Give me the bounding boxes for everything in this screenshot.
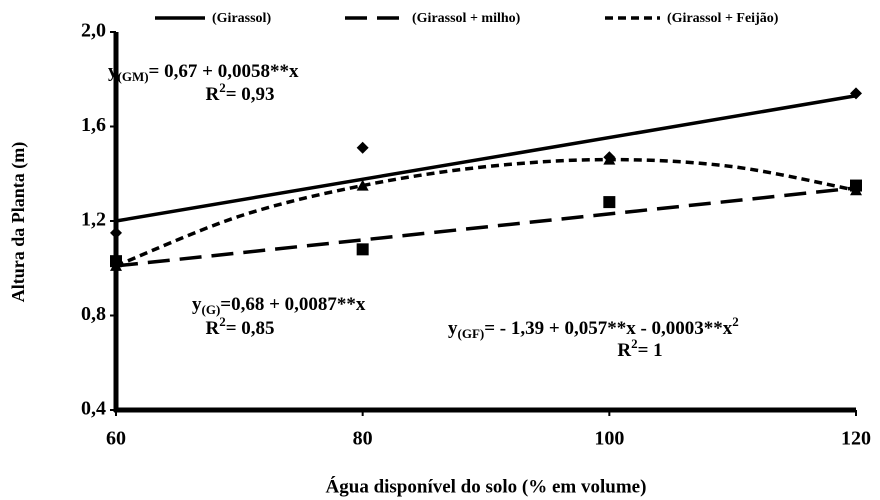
x-tick-label: 60 (106, 428, 126, 450)
equation-part: R (617, 340, 631, 361)
y-axis-title: Altura da Planta (m) (8, 142, 29, 303)
fit-line (115, 186, 857, 268)
point (110, 226, 122, 239)
equation-part: 2 (219, 80, 226, 95)
equation-part: 2 (219, 314, 226, 329)
point (356, 141, 369, 154)
point (356, 179, 369, 191)
equation-part: = 0,67 + 0,0058**x (149, 61, 299, 82)
legend-label: (Girassol) (212, 11, 271, 26)
equation: y(GM)= 0,67 + 0,0058**x (108, 61, 299, 84)
equation-part: = - 1,39 + 0,057**x - 0,0003**x (484, 318, 733, 339)
equation: y(GF)= - 1,39 + 0,057**x - 0,0003**x2 (448, 314, 739, 341)
y-tick-label: 2,0 (81, 20, 106, 42)
equation-part: y (192, 294, 202, 315)
point (603, 196, 616, 209)
equation-part: (GF) (458, 326, 485, 341)
legend-label: (Girassol + milho) (412, 11, 521, 26)
y-tick-label: 1,6 (81, 114, 106, 136)
point (850, 184, 862, 196)
equation-part: (GM) (118, 69, 149, 84)
point (850, 87, 862, 100)
point (603, 153, 616, 165)
equation-part: y (108, 61, 118, 82)
equation-part: = 0,85 (226, 318, 275, 339)
x-tick-label: 80 (353, 428, 373, 450)
equation: R2= 1 (617, 336, 662, 361)
equation: R2= 0,85 (205, 314, 274, 339)
y-tick-label: 0,4 (81, 398, 106, 420)
point (356, 243, 369, 256)
y-tick-label: 0,8 (81, 303, 106, 325)
equation-part: R (205, 318, 219, 339)
x-tick-label: 120 (841, 428, 871, 450)
x-tick-label: 100 (594, 428, 624, 450)
legend-label: (Girassol + Feijão) (667, 11, 779, 26)
fit-line (115, 94, 857, 223)
equation-part: y (448, 318, 458, 339)
x-axis-title: Água disponível do solo (% em volume) (326, 475, 647, 497)
equation-part: R (205, 84, 219, 105)
equation: R2= 0,93 (205, 80, 274, 105)
equation-part: = 0,93 (226, 84, 275, 105)
equation: y(G)=0,68 + 0,0087**x (192, 294, 366, 317)
equation-part: 2 (631, 336, 638, 351)
equation-part: =0,68 + 0,0087**x (220, 294, 366, 315)
y-tick-label: 1,2 (81, 209, 106, 231)
equation-part: 2 (732, 314, 739, 329)
point (110, 259, 122, 271)
equation-part: (G) (202, 302, 221, 317)
equation-part: = 1 (638, 340, 663, 361)
fit-line (115, 157, 857, 268)
